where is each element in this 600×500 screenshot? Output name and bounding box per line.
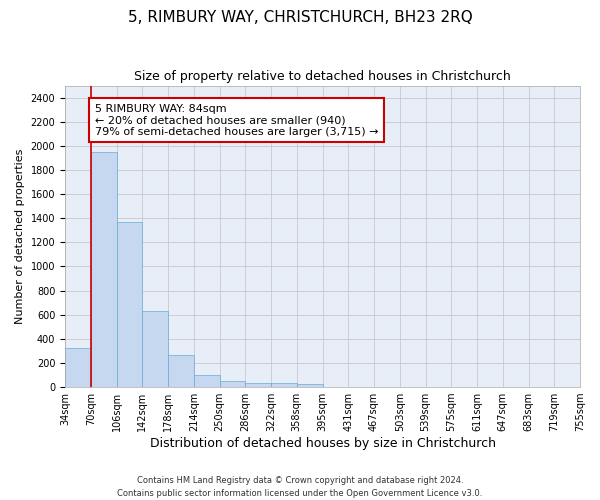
- Bar: [271, 384, 297, 387]
- Bar: [245, 383, 271, 387]
- Bar: [168, 354, 194, 387]
- Bar: [297, 384, 323, 387]
- Text: Contains HM Land Registry data © Crown copyright and database right 2024.
Contai: Contains HM Land Registry data © Crown c…: [118, 476, 482, 498]
- Bar: [116, 222, 142, 387]
- Bar: [220, 381, 245, 387]
- Bar: [91, 152, 116, 387]
- Bar: [65, 348, 91, 387]
- Title: Size of property relative to detached houses in Christchurch: Size of property relative to detached ho…: [134, 70, 511, 83]
- Bar: [194, 375, 220, 387]
- Y-axis label: Number of detached properties: Number of detached properties: [15, 148, 25, 324]
- Text: 5 RIMBURY WAY: 84sqm
← 20% of detached houses are smaller (940)
79% of semi-deta: 5 RIMBURY WAY: 84sqm ← 20% of detached h…: [95, 104, 378, 137]
- X-axis label: Distribution of detached houses by size in Christchurch: Distribution of detached houses by size …: [149, 437, 496, 450]
- Text: 5, RIMBURY WAY, CHRISTCHURCH, BH23 2RQ: 5, RIMBURY WAY, CHRISTCHURCH, BH23 2RQ: [128, 10, 472, 25]
- Bar: [142, 311, 168, 387]
